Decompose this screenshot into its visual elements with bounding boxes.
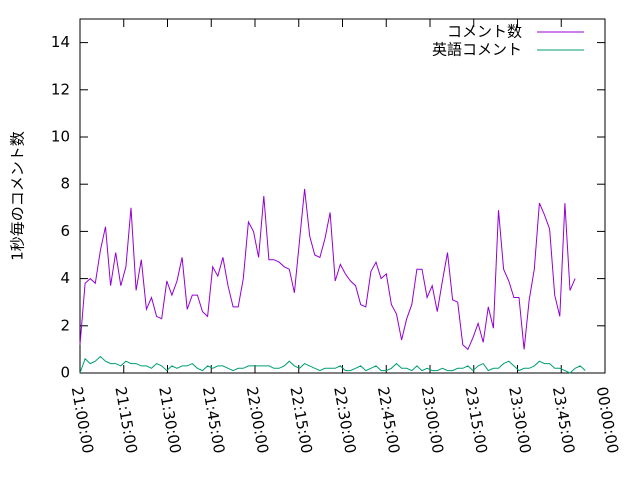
y-tick-label: 10: [51, 128, 70, 146]
plot-frame: [79, 18, 606, 374]
legend-label: コメント数: [447, 23, 522, 41]
x-tick-label: 22:15:00: [286, 385, 315, 454]
y-axis-label: 1秒毎のコメント数: [9, 131, 27, 261]
y-tick-label: 8: [60, 175, 70, 193]
y-tick-label: 12: [51, 80, 70, 98]
y-tick-label: 4: [60, 269, 70, 287]
series-line: [79, 355, 586, 374]
legend-label: 英語コメント: [432, 41, 522, 59]
x-tick-label: 23:45:00: [549, 385, 578, 454]
x-tick-label: 23:15:00: [461, 385, 490, 454]
x-tick-label: 22:45:00: [374, 385, 403, 454]
x-tick-label: 21:15:00: [111, 385, 140, 454]
y-tick-label: 2: [60, 316, 70, 334]
series-line: [79, 188, 576, 351]
y-tick-label: 6: [60, 222, 70, 240]
x-tick-label: 22:00:00: [243, 385, 272, 454]
x-tick-label: 00:00:00: [593, 385, 622, 454]
x-tick-label: 21:00:00: [68, 385, 97, 454]
x-tick-label: 21:30:00: [155, 385, 184, 454]
y-tick-label: 0: [60, 364, 70, 382]
x-tick-label: 22:30:00: [330, 385, 359, 454]
x-tick-label: 23:00:00: [418, 385, 447, 454]
x-tick-label: 21:45:00: [199, 385, 228, 454]
y-tick-label: 14: [51, 33, 70, 51]
x-tick-label: 23:30:00: [505, 385, 534, 454]
